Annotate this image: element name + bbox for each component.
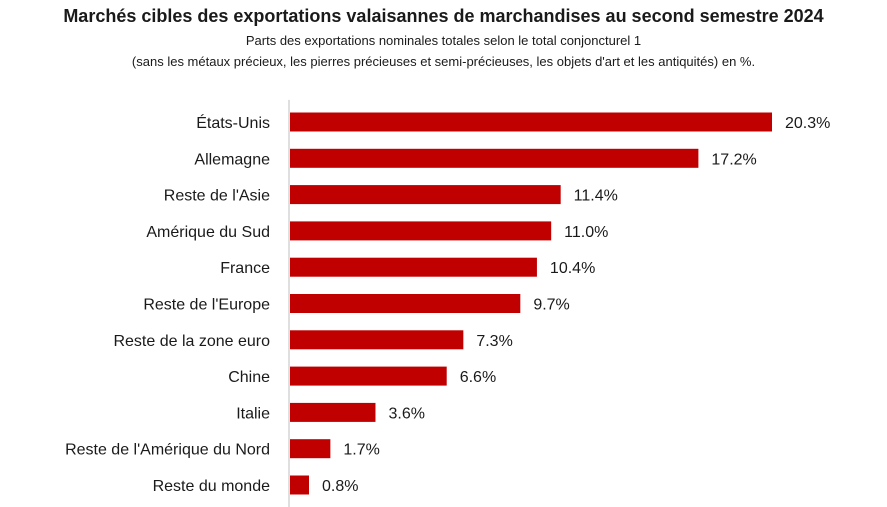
value-label: 3.6% [388,405,424,422]
category-label: Chine [228,369,270,386]
category-label: Reste de l'Europe [143,297,270,314]
bar [290,294,521,313]
chart-subtitle-line-1: Parts des exportations nominales totales… [245,33,642,48]
category-label: Reste de l'Amérique du Nord [65,442,270,459]
bar [290,112,772,132]
chart-subtitle-line-2: (sans les métaux précieux, les pierres p… [131,54,756,69]
value-label: 6.6% [460,369,496,386]
category-label: Allemagne [194,151,270,168]
category-label: Reste de l'Asie [164,188,270,205]
bar [290,185,561,205]
bar [290,257,537,277]
bar [290,221,552,241]
category-label: Italie [236,405,270,422]
value-label: 7.3% [476,333,512,350]
category-label: Reste de la zone euro [113,333,270,350]
value-label: 0.8% [322,478,358,495]
value-label: 11.4% [574,188,618,205]
bar [290,475,309,495]
bar [290,366,447,386]
bar [290,330,464,350]
category-label: Reste du monde [153,478,271,495]
plot-area: États-Unis 20.3% Allemagne 17.2% Reste de l'… [65,99,830,507]
value-label: 1.7% [343,442,379,459]
category-label: États-Unis [196,113,270,132]
category-label: Amérique du Sud [146,224,270,241]
value-label: 11.0% [564,224,608,241]
bar [290,439,331,459]
bar [290,402,376,422]
value-label: 9.7% [533,297,569,314]
category-label: France [220,260,270,277]
value-label: 17.2% [711,151,756,168]
value-label: 20.3% [785,115,830,132]
bar [290,148,699,168]
chart-title: Marchés cibles des exportations valaisan… [63,6,824,26]
value-label: 10.4% [550,260,595,277]
